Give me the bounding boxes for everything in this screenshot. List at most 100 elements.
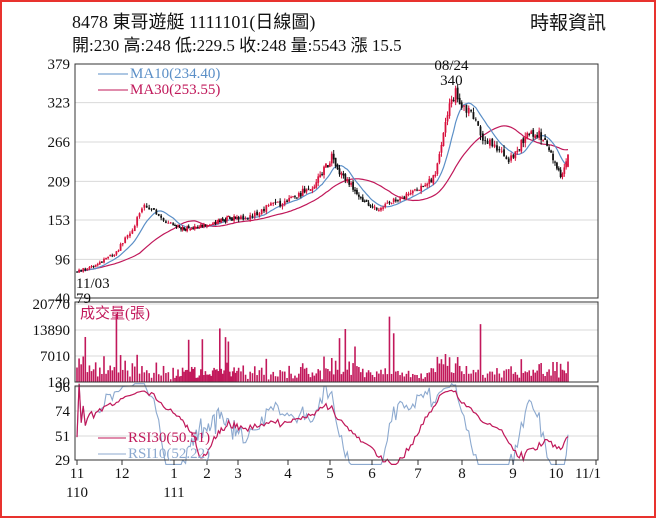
candle-body xyxy=(542,139,545,142)
candle-body xyxy=(88,267,91,269)
candle-body xyxy=(208,224,211,226)
volume-bar xyxy=(484,377,487,382)
volume-bar xyxy=(223,370,225,382)
volume-bar xyxy=(567,361,569,382)
volume-bar xyxy=(251,373,254,382)
volume-bar xyxy=(141,366,143,382)
candle-body xyxy=(220,218,223,223)
candle-body xyxy=(82,268,85,272)
price-tick-label: 153 xyxy=(48,213,71,229)
candle-body xyxy=(361,197,364,202)
candle-body xyxy=(133,226,136,232)
candle-body xyxy=(281,203,284,207)
volume-bar xyxy=(309,377,312,382)
volume-bar xyxy=(479,324,482,382)
candle-body xyxy=(458,97,461,105)
candle-body xyxy=(105,258,107,260)
volume-bar xyxy=(405,373,408,382)
candle-body xyxy=(336,164,339,170)
candle-body xyxy=(223,219,225,221)
volume-bar xyxy=(165,373,167,382)
candle-body xyxy=(530,131,533,134)
volume-bar xyxy=(226,362,228,382)
candle-body xyxy=(175,225,178,228)
candlesticks xyxy=(76,84,569,273)
volume-bar xyxy=(534,372,536,382)
volume-bar xyxy=(208,374,211,382)
chart-labels: 4096153209266323379130701013890207702951… xyxy=(33,57,602,501)
volume-bar xyxy=(380,369,382,382)
volume-bar xyxy=(363,377,366,382)
candle-body xyxy=(472,112,475,120)
volume-bar xyxy=(340,374,343,382)
volume-bar xyxy=(216,369,218,382)
volume-bar xyxy=(256,375,258,382)
candle-body xyxy=(183,227,186,230)
candle-body xyxy=(401,197,404,199)
volume-bar xyxy=(242,365,245,382)
candle-body xyxy=(230,218,233,220)
volume-bar xyxy=(561,369,564,382)
volume-bar xyxy=(563,370,566,382)
volume-bar xyxy=(542,373,544,382)
candle-body xyxy=(270,203,272,206)
volume-bar xyxy=(211,370,214,382)
volume-bar xyxy=(438,363,441,382)
volume-bar xyxy=(440,359,443,382)
candle-body xyxy=(249,215,252,220)
ohlc-summary: 開:230 高:248 低:229.5 收:248 量:5543 漲 15.5 xyxy=(72,36,402,55)
candle-body xyxy=(111,255,114,257)
candle-body xyxy=(477,121,480,126)
rsi-tick-label: 74 xyxy=(55,404,71,420)
candle-body xyxy=(178,226,181,228)
volume-bar xyxy=(496,368,498,382)
x-tick-label: 11 xyxy=(70,466,84,482)
candle-body xyxy=(258,213,261,217)
volume-bar xyxy=(384,368,387,382)
volume-bar xyxy=(346,369,349,382)
volume-bar xyxy=(544,376,546,382)
volume-bar xyxy=(313,375,316,382)
volume-bar xyxy=(237,367,240,382)
candle-body xyxy=(124,237,127,243)
volume-bar xyxy=(465,366,468,382)
candle-body xyxy=(442,132,445,146)
x-tick-label: 3 xyxy=(234,466,242,482)
candle-body xyxy=(498,149,501,151)
grid-lines xyxy=(75,63,598,461)
candle-body xyxy=(263,208,265,212)
candle-body xyxy=(107,256,110,259)
volume-bar xyxy=(210,375,213,382)
year-label: 110 xyxy=(66,485,88,501)
candle-body xyxy=(90,266,93,268)
volume-bar xyxy=(522,372,525,382)
candle-body xyxy=(438,154,441,163)
volume-bar xyxy=(240,371,242,382)
candle-body xyxy=(297,193,300,197)
candle-body xyxy=(160,215,163,218)
volume-bar xyxy=(342,371,345,382)
volume-bar xyxy=(365,372,368,382)
volume-bar xyxy=(230,376,233,382)
volume-bar xyxy=(432,368,435,382)
volume-bar xyxy=(197,377,199,382)
volume-bar xyxy=(247,378,249,382)
volume-bar xyxy=(126,370,129,382)
candle-body xyxy=(365,199,368,202)
candle-body xyxy=(186,226,189,232)
volume-bar xyxy=(162,365,165,382)
x-tick-label: 11/1 xyxy=(575,466,601,482)
candle-body xyxy=(210,224,213,226)
candle-body xyxy=(399,198,401,201)
volume-bar xyxy=(507,369,510,382)
volume-bar xyxy=(550,375,552,382)
candle-body xyxy=(452,100,455,102)
x-tick-label: 10 xyxy=(549,466,564,482)
volume-bar xyxy=(498,373,501,382)
x-tick-label: 2 xyxy=(203,466,211,482)
volume-bar xyxy=(505,369,508,382)
candle-body xyxy=(373,206,376,208)
volume-bar xyxy=(350,374,352,382)
candle-body xyxy=(446,115,449,122)
